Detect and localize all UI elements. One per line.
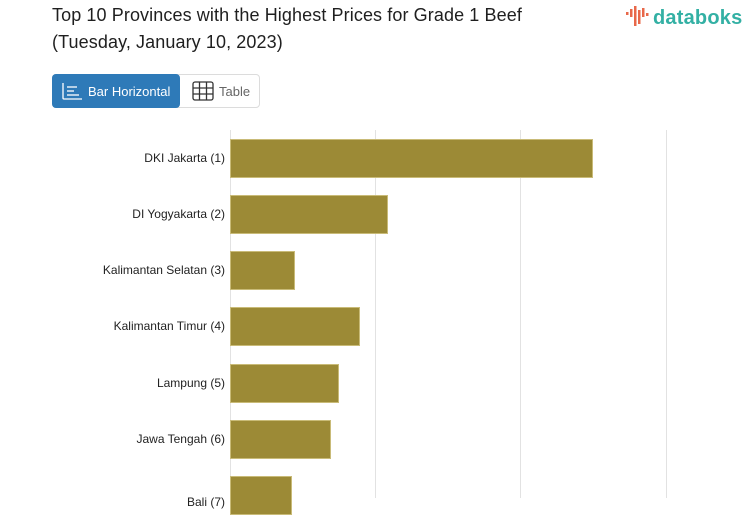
bar-horizontal-label: Bar Horizontal <box>88 83 171 99</box>
table-label: Table <box>219 83 251 99</box>
chart-row: Lampung (5) <box>0 364 753 403</box>
category-label: Bali (7) <box>186 495 225 509</box>
chart-row: Kalimantan Timur (4) <box>0 307 753 346</box>
bar-horizontal-icon <box>62 83 82 100</box>
gridline <box>375 130 376 498</box>
bar[interactable] <box>230 307 360 346</box>
chart-title-line2: (Tuesday, January 10, 2023) <box>52 32 283 52</box>
databoks-logo[interactable]: databoks <box>626 4 742 28</box>
chart-row: Jawa Tengah (6) <box>0 420 753 459</box>
gridline <box>520 130 521 498</box>
chart-row: Bali (7) <box>0 476 753 515</box>
chart-title: Top 10 Provinces with the Highest Prices… <box>52 2 592 56</box>
bar[interactable] <box>230 476 292 515</box>
bar[interactable] <box>230 420 331 459</box>
category-label: DKI Jakarta (1) <box>144 151 225 165</box>
table-grid-icon <box>192 81 214 101</box>
category-label: Kalimantan Timur (4) <box>113 319 225 333</box>
table-button[interactable]: Table <box>180 75 250 107</box>
gridline <box>666 130 667 498</box>
bar[interactable] <box>230 251 295 290</box>
bar-horizontal-button[interactable]: Bar Horizontal <box>52 74 180 108</box>
category-label: DI Yogyakarta (2) <box>132 207 225 221</box>
chart-title-line1: Top 10 Provinces with the Highest Prices… <box>52 5 522 25</box>
databoks-logo-icon <box>626 6 649 26</box>
chart-row: Kalimantan Selatan (3) <box>0 251 753 290</box>
chart-row: DKI Jakarta (1) <box>0 139 753 178</box>
bar[interactable] <box>230 139 593 178</box>
category-label: Lampung (5) <box>156 376 225 390</box>
logo-text: databoks <box>653 7 743 29</box>
bar[interactable] <box>230 364 339 403</box>
chart-row: DI Yogyakarta (2) <box>0 195 753 234</box>
view-toggle: Bar Horizontal Table <box>52 74 260 108</box>
category-label: Jawa Tengah (6) <box>136 432 226 446</box>
bar-chart: DKI Jakarta (1) DI Yogyakarta (2) Kalima… <box>0 130 753 515</box>
bar[interactable] <box>230 195 388 234</box>
category-label: Kalimantan Selatan (3) <box>102 263 225 277</box>
